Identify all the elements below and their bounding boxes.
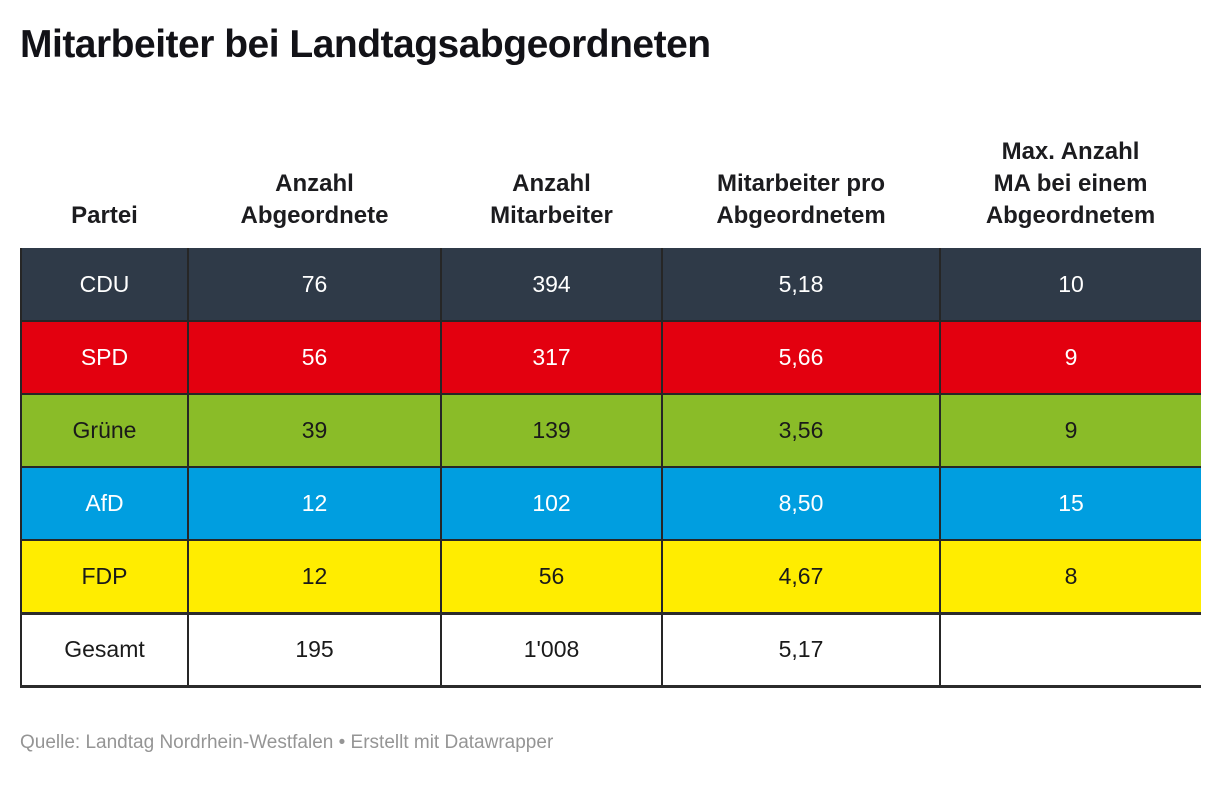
cell-mitarbeiter-pro: 5,66	[661, 321, 940, 395]
chart-title: Mitarbeiter bei Landtagsabgeordneten	[20, 23, 711, 66]
cell-mitarbeiter: 1'008	[440, 611, 662, 688]
column-header-partei: Partei	[21, 76, 188, 248]
row-label-cell: AfD	[20, 467, 188, 541]
cell-max-anzahl: 15	[939, 467, 1201, 541]
table-row-fdp: FDP 12 56 4,67 8	[20, 540, 1201, 614]
header-row: Partei Anzahl Abgeordnete Anzahl Mitarbe…	[21, 76, 1201, 248]
table-row-cdu: CDU 76 394 5,18 10	[20, 248, 1201, 322]
table-row-gesamt: Gesamt 195 1'008 5,17	[20, 611, 1201, 688]
cell-mitarbeiter-pro: 4,67	[661, 540, 940, 614]
table-row-spd: SPD 56 317 5,66 9	[20, 321, 1201, 395]
cell-mitarbeiter-pro: 5,17	[661, 611, 940, 688]
cell-max-anzahl: 8	[939, 540, 1201, 614]
cell-mitarbeiter: 139	[440, 394, 662, 468]
row-label-cell: Grüne	[20, 394, 188, 468]
column-header-anzahl-abgeordnete: Anzahl Abgeordnete	[188, 76, 441, 248]
cell-max-anzahl: 9	[939, 321, 1201, 395]
cell-abgeordnete: 12	[187, 467, 441, 541]
column-header-anzahl-mitarbeiter: Anzahl Mitarbeiter	[441, 76, 662, 248]
row-label-cell: FDP	[20, 540, 188, 614]
table-body: CDU 76 394 5,18 10 SPD 56 317 5,66 9 Grü…	[20, 248, 1201, 688]
cell-abgeordnete: 195	[187, 611, 441, 688]
cell-abgeordnete: 76	[187, 248, 441, 322]
table-row-afd: AfD 12 102 8,50 15	[20, 467, 1201, 541]
cell-mitarbeiter-pro: 8,50	[661, 467, 940, 541]
row-label-cell: CDU	[20, 248, 188, 322]
source-note: Quelle: Landtag Nordrhein-Westfalen • Er…	[20, 731, 554, 753]
cell-mitarbeiter: 102	[440, 467, 662, 541]
data-table: Partei Anzahl Abgeordnete Anzahl Mitarbe…	[20, 76, 1201, 688]
cell-max-anzahl: 9	[939, 394, 1201, 468]
cell-mitarbeiter: 56	[440, 540, 662, 614]
cell-mitarbeiter: 394	[440, 248, 662, 322]
cell-max-anzahl: 10	[939, 248, 1201, 322]
cell-abgeordnete: 12	[187, 540, 441, 614]
table-header: Partei Anzahl Abgeordnete Anzahl Mitarbe…	[21, 76, 1201, 248]
column-header-max-anzahl: Max. Anzahl MA bei einem Abgeordnetem	[940, 76, 1201, 248]
cell-mitarbeiter-pro: 5,18	[661, 248, 940, 322]
cell-abgeordnete: 39	[187, 394, 441, 468]
cell-abgeordnete: 56	[187, 321, 441, 395]
cell-mitarbeiter-pro: 3,56	[661, 394, 940, 468]
row-label-cell: Gesamt	[20, 611, 188, 688]
cell-max-anzahl	[939, 611, 1201, 688]
table-row-gruene: Grüne 39 139 3,56 9	[20, 394, 1201, 468]
column-header-mitarbeiter-pro-abgeordnetem: Mitarbeiter pro Abgeordnetem	[662, 76, 940, 248]
cell-mitarbeiter: 317	[440, 321, 662, 395]
row-label-cell: SPD	[20, 321, 188, 395]
